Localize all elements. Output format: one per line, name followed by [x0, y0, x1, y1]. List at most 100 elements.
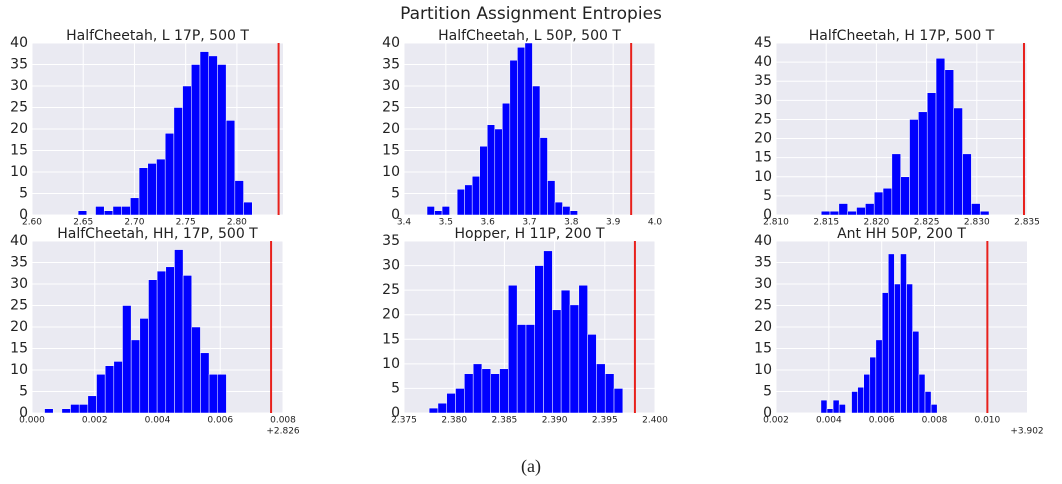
y-tick-label: 10 [382, 356, 400, 372]
x-tick-label: 2.375 [391, 416, 417, 426]
bar [532, 85, 541, 216]
x-tick-label: 0.002 [763, 416, 789, 426]
bar [182, 85, 192, 216]
bar [560, 289, 571, 414]
bar [569, 210, 578, 216]
y-tick-label: 5 [19, 186, 28, 202]
x-tick-label: 3.4 [397, 218, 412, 228]
y-tick-label: 25 [754, 111, 772, 127]
x-tick-label: 2.835 [1014, 218, 1040, 228]
bar [148, 279, 158, 414]
x-tick-label: 2.395 [592, 416, 618, 426]
bar [971, 203, 981, 216]
bar [208, 55, 218, 216]
bar [543, 250, 553, 414]
bar [826, 408, 834, 414]
y-tick-label: 15 [382, 143, 400, 159]
x-tick-label: 2.385 [492, 416, 518, 426]
x-tick-label: 3.7 [522, 218, 536, 228]
bar [856, 207, 866, 216]
bar [138, 167, 149, 216]
bar [906, 283, 913, 414]
bar [891, 153, 901, 216]
bar [509, 59, 518, 216]
y-tick-label: 20 [382, 307, 400, 323]
axis-offset-label: +3.902 [1010, 427, 1043, 437]
y-tick-label: 5 [391, 380, 400, 396]
bar [217, 374, 227, 414]
bar [979, 210, 990, 216]
x-tick-label: 4.0 [648, 218, 663, 228]
bar [437, 402, 447, 414]
y-tick-label: 40 [10, 233, 28, 249]
bar [139, 318, 149, 414]
y-tick-label: 0 [19, 207, 28, 223]
bar [554, 201, 563, 216]
y-tick-label: 15 [10, 341, 28, 357]
bar [103, 210, 114, 216]
y-tick-label: 35 [10, 255, 28, 271]
bar [446, 393, 456, 414]
y-tick-label: 10 [382, 164, 400, 180]
x-tick-label: 3.6 [481, 218, 496, 228]
x-tick-label: 3.5 [439, 218, 453, 228]
bar [122, 305, 132, 414]
axis-offset-label: +2.826 [266, 427, 300, 437]
bar [121, 206, 131, 216]
bar [156, 158, 166, 216]
chart-title: HalfCheetah, H 17P, 500 T [809, 28, 995, 44]
bar [208, 374, 218, 414]
bar [191, 326, 201, 414]
y-tick-label: 0 [19, 405, 28, 421]
bar [857, 386, 864, 414]
bar [44, 408, 54, 414]
bar [517, 47, 526, 216]
x-tick-label: 3.8 [564, 218, 579, 228]
y-tick-label: 30 [754, 276, 772, 292]
bar [434, 210, 443, 216]
bar [930, 404, 938, 414]
bar [547, 180, 556, 216]
bar [61, 408, 71, 414]
x-tick-label: 0.006 [869, 416, 895, 426]
bar [191, 64, 201, 216]
bar [539, 137, 548, 216]
chart-title: Hopper, H 11P, 200 T [455, 226, 605, 242]
y-tick-label: 0 [763, 405, 772, 421]
y-tick-label: 35 [10, 57, 28, 73]
bar [900, 253, 907, 414]
x-tick-label: 2.830 [964, 218, 990, 228]
y-tick-label: 40 [754, 54, 772, 70]
bar [888, 253, 895, 414]
y-tick-label: 35 [382, 233, 400, 249]
y-tick-label: 25 [10, 100, 28, 116]
bar [832, 399, 840, 414]
figure-title: Partition Assignment Entropies [400, 4, 662, 24]
bar [569, 304, 580, 414]
x-tick-label: 2.70 [124, 218, 144, 228]
bar [508, 284, 518, 414]
bar [873, 191, 884, 216]
y-tick-label: 0 [391, 405, 400, 421]
bar [909, 119, 919, 216]
bar [875, 339, 883, 414]
bar [820, 399, 828, 414]
bar [156, 270, 167, 414]
bar [918, 111, 928, 216]
y-tick-label: 0 [391, 207, 400, 223]
y-tick-label: 15 [382, 331, 400, 347]
y-tick-label: 30 [382, 78, 400, 94]
bar [130, 197, 140, 216]
y-tick-label: 5 [763, 188, 772, 204]
bar [851, 391, 858, 414]
bar [587, 334, 597, 414]
bar [486, 124, 496, 216]
bar [225, 120, 236, 216]
y-tick-label: 15 [754, 150, 772, 166]
x-tick-label: 0.006 [207, 416, 233, 426]
y-tick-label: 5 [19, 384, 28, 400]
x-tick-label: 2.815 [813, 218, 839, 228]
bar [479, 145, 488, 216]
bar [924, 391, 932, 414]
bar [865, 203, 875, 216]
